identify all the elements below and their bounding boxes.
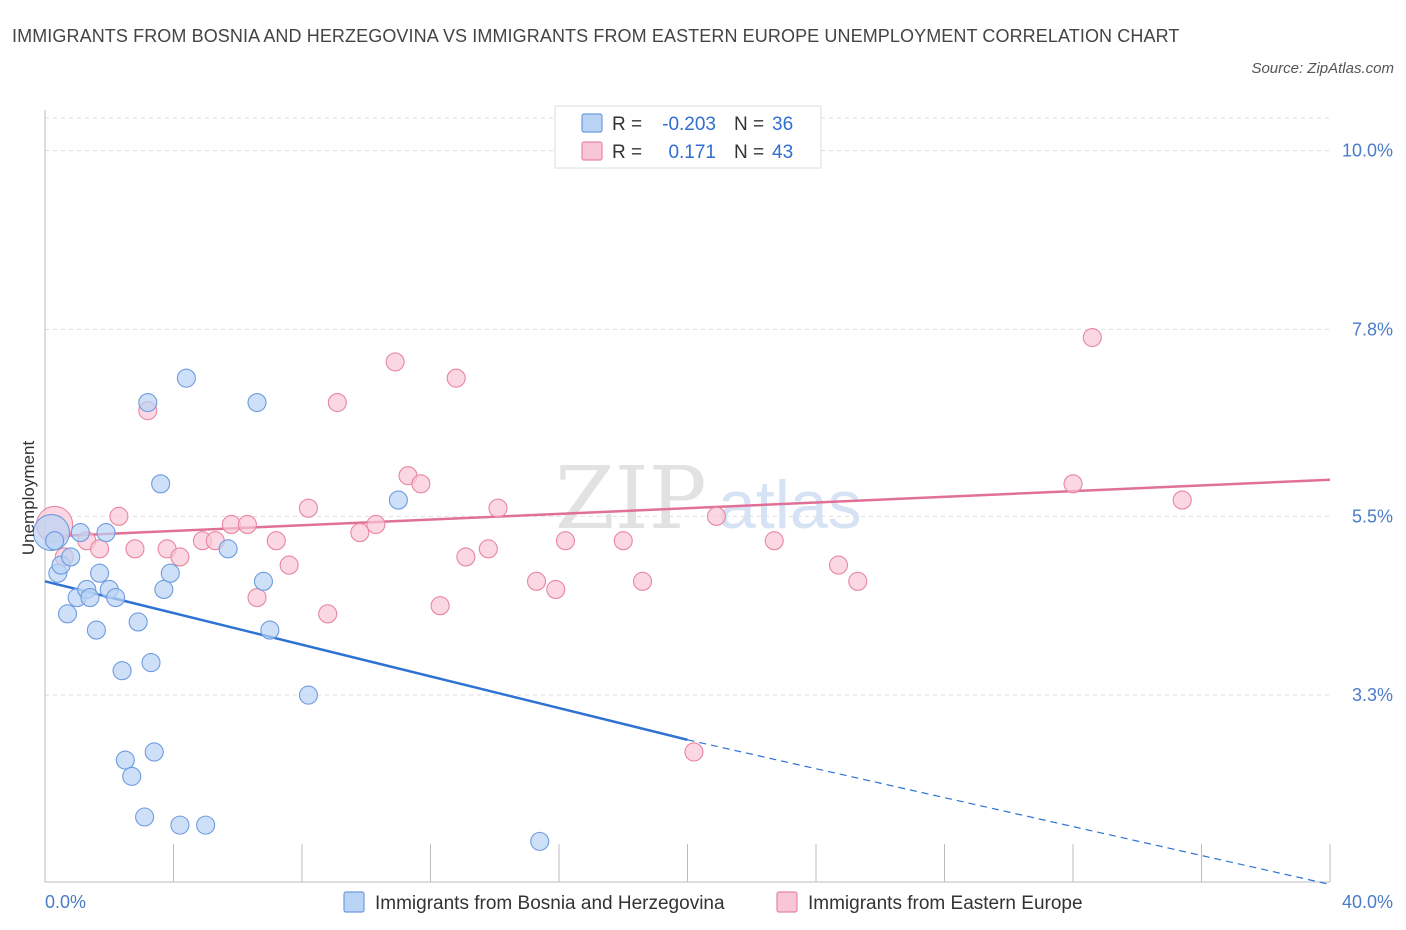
point-eastern-europe-23 bbox=[411, 474, 431, 494]
trend-lines bbox=[44, 478, 1331, 886]
point-eastern-europe-38 bbox=[828, 555, 849, 575]
point-bosnia-1 bbox=[45, 531, 65, 551]
point-eastern-europe-4 bbox=[109, 506, 129, 526]
point-eastern-europe-34 bbox=[684, 742, 704, 762]
point-bosnia-5 bbox=[61, 547, 81, 567]
y-tick-label-2: 7.8% bbox=[1352, 319, 1393, 339]
trend-line-eastern-europe bbox=[44, 478, 1331, 538]
point-eastern-europe-18 bbox=[327, 392, 347, 413]
point-eastern-europe-25 bbox=[446, 368, 466, 388]
x-tick-label-0: 0.0% bbox=[45, 892, 86, 912]
point-eastern-europe-15 bbox=[279, 555, 299, 575]
watermark-zip: ZIP bbox=[555, 449, 707, 549]
legend-n-value-eastern-europe: 43 bbox=[772, 142, 793, 163]
bottom-legend-label-bosnia: Immigrants from Bosnia and Herzegovina bbox=[375, 893, 725, 914]
point-eastern-europe-39 bbox=[848, 571, 868, 591]
y-axis-label: Unemployment bbox=[19, 441, 38, 556]
point-eastern-europe-13 bbox=[247, 588, 267, 608]
legend-r-label-eastern-europe: R = bbox=[612, 142, 642, 163]
axes bbox=[44, 110, 1331, 883]
point-bosnia-34 bbox=[388, 490, 408, 510]
point-bosnia-29 bbox=[218, 539, 238, 559]
point-bosnia-12 bbox=[96, 523, 116, 543]
x-tick-label-1: 40.0% bbox=[1342, 892, 1393, 912]
point-bosnia-26 bbox=[170, 815, 190, 835]
point-eastern-europe-40 bbox=[1063, 474, 1083, 494]
point-eastern-europe-12 bbox=[237, 514, 257, 534]
point-eastern-europe-27 bbox=[478, 539, 498, 559]
point-eastern-europe-19 bbox=[350, 523, 370, 543]
point-eastern-europe-35 bbox=[706, 506, 726, 526]
point-eastern-europe-14 bbox=[266, 531, 286, 551]
point-eastern-europe-8 bbox=[170, 547, 190, 567]
legend-r-value-bosnia: -0.203 bbox=[662, 114, 716, 135]
point-bosnia-24 bbox=[154, 579, 174, 600]
y-tick-label-3: 10.0% bbox=[1342, 141, 1393, 161]
point-bosnia-21 bbox=[141, 653, 161, 673]
point-eastern-europe-20 bbox=[366, 514, 386, 534]
point-eastern-europe-42 bbox=[1172, 490, 1192, 510]
point-bosnia-9 bbox=[80, 588, 100, 608]
point-eastern-europe-17 bbox=[318, 604, 338, 624]
trend-line-bosnia bbox=[44, 580, 688, 742]
legend-swatch-eastern-europe bbox=[581, 141, 603, 161]
bottom-legend-swatch-bosnia bbox=[343, 891, 365, 913]
point-bosnia-11 bbox=[90, 563, 110, 583]
point-bosnia-4 bbox=[57, 604, 78, 624]
point-eastern-europe-21 bbox=[385, 352, 405, 372]
trend-line-bosnia-extension bbox=[687, 739, 1331, 886]
point-bosnia-23 bbox=[151, 474, 171, 494]
data-points bbox=[32, 141, 1192, 851]
point-eastern-europe-28 bbox=[488, 498, 508, 518]
point-bosnia-27 bbox=[176, 368, 196, 388]
point-bosnia-32 bbox=[260, 620, 280, 640]
point-bosnia-31 bbox=[253, 571, 274, 591]
legend-n-label-bosnia: N = bbox=[734, 114, 764, 135]
point-eastern-europe-37 bbox=[764, 531, 784, 551]
point-bosnia-30 bbox=[247, 392, 267, 413]
point-eastern-europe-31 bbox=[555, 531, 575, 551]
stats-legend: R = -0.203 N = 36 R = 0.171 N = 43 bbox=[554, 105, 822, 169]
bottom-legend-swatch-eastern-europe bbox=[776, 891, 798, 913]
point-eastern-europe-32 bbox=[613, 531, 633, 551]
point-eastern-europe-26 bbox=[456, 547, 476, 567]
legend-n-label-eastern-europe: N = bbox=[734, 142, 764, 163]
chart-title: IMMIGRANTS FROM BOSNIA AND HERZEGOVINA V… bbox=[12, 26, 1180, 46]
point-bosnia-22 bbox=[144, 742, 164, 762]
point-eastern-europe-29 bbox=[526, 571, 547, 591]
point-eastern-europe-16 bbox=[298, 498, 318, 518]
point-bosnia-18 bbox=[128, 612, 148, 632]
legend-r-label-bosnia: R = bbox=[612, 114, 642, 135]
point-eastern-europe-5 bbox=[125, 539, 145, 559]
tick-labels: 3.3% 5.5% 7.8% 10.0% 0.0% 40.0% bbox=[45, 141, 1393, 912]
point-bosnia-33 bbox=[298, 685, 318, 705]
bottom-legend-label-eastern-europe: Immigrants from Eastern Europe bbox=[808, 893, 1083, 914]
point-bosnia-10 bbox=[86, 620, 106, 640]
point-bosnia-14 bbox=[106, 588, 126, 608]
point-bosnia-35 bbox=[530, 831, 550, 851]
source-label: Source: ZipAtlas.com bbox=[1251, 60, 1394, 77]
point-bosnia-15 bbox=[112, 661, 132, 681]
point-bosnia-16 bbox=[115, 750, 135, 770]
legend-n-value-bosnia: 36 bbox=[772, 114, 793, 135]
grid-lines bbox=[45, 117, 1330, 696]
point-eastern-europe-41 bbox=[1082, 327, 1102, 348]
series-legend: Immigrants from Bosnia and Herzegovina I… bbox=[343, 891, 1083, 914]
point-eastern-europe-11 bbox=[221, 514, 241, 534]
point-eastern-europe-3 bbox=[90, 539, 110, 559]
y-tick-label-1: 5.5% bbox=[1352, 506, 1393, 526]
point-bosnia-20 bbox=[138, 392, 158, 413]
point-bosnia-28 bbox=[196, 815, 216, 835]
point-bosnia-7 bbox=[70, 523, 90, 543]
point-eastern-europe-30 bbox=[546, 579, 566, 600]
y-tick-label-0: 3.3% bbox=[1352, 685, 1393, 705]
legend-r-value-eastern-europe: 0.171 bbox=[668, 142, 716, 163]
legend-swatch-bosnia bbox=[581, 113, 603, 133]
point-bosnia-25 bbox=[160, 563, 180, 583]
point-eastern-europe-24 bbox=[430, 596, 450, 616]
point-bosnia-17 bbox=[122, 766, 142, 786]
point-eastern-europe-33 bbox=[632, 571, 653, 591]
point-bosnia-19 bbox=[135, 807, 155, 827]
